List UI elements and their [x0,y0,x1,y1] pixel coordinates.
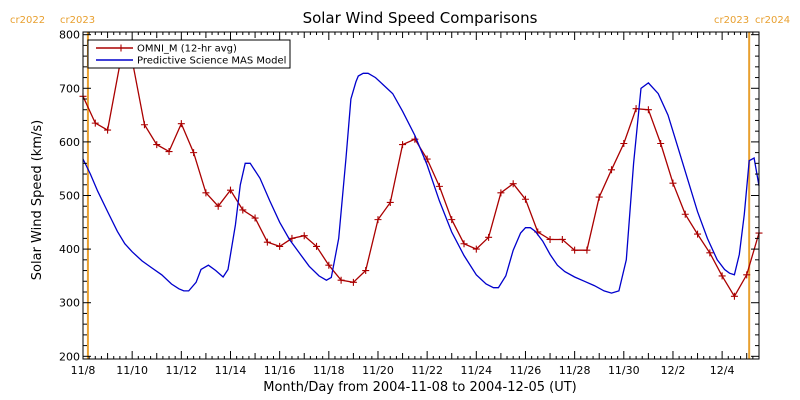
data-point-0-25 [386,198,394,206]
data-point-0-48 [669,179,677,187]
data-point-0-14 [251,214,259,222]
data-point-0-52 [718,272,726,280]
data-point-0-33 [485,233,493,241]
data-point-0-40 [571,246,579,254]
series-line-0 [82,59,760,298]
data-point-0-6 [153,141,161,149]
data-point-0-31 [460,240,468,248]
x-tick-label-7: 11/22 [411,364,443,377]
y-tick-label-0: 200 [59,350,80,363]
x-tick-label-4: 11/16 [264,364,296,377]
data-point-0-51 [706,249,714,257]
data-point-0-41 [583,246,591,254]
data-point-0-26 [399,141,407,149]
x-tick-label-1: 11/10 [116,364,148,377]
y-tick-label-3: 500 [59,190,80,203]
data-point-0-34 [497,189,505,197]
data-point-0-20 [325,261,333,269]
data-point-0-13 [239,206,247,214]
data-point-0-12 [226,186,234,194]
data-point-0-39 [558,235,566,243]
data-point-0-29 [435,182,443,190]
data-point-0-35 [509,180,517,188]
x-tick-label-10: 11/28 [559,364,591,377]
data-point-0-46 [644,106,652,114]
y-tick-label-6: 800 [59,29,80,42]
data-point-0-18 [300,232,308,240]
x-tick-label-3: 11/14 [215,364,247,377]
plot-area: 200 300 400 500 600 700 800 11/8 11/10 11/12 11/14… [59,29,763,377]
x-tick-label-6: 11/20 [362,364,394,377]
data-point-0-8 [177,120,185,128]
legend-marker-omni [117,44,125,52]
data-point-0-5 [140,121,148,129]
x-tick-label-8: 11/24 [460,364,492,377]
data-point-0-11 [214,202,222,210]
x-axis-label: Month/Day from 2004-11-08 to 2004-12-05 … [263,380,576,395]
data-point-0-44 [620,140,628,148]
x-tick-label-2: 11/12 [165,364,197,377]
carrington-label-left-1: cr2022 [10,15,45,26]
chart-title: Solar Wind Speed Comparisons [303,9,538,27]
y-axis-label: Solar Wind Speed (km/s) [30,120,45,280]
series-line-1 [82,72,760,294]
x-tick-label-0: 11/8 [71,364,96,377]
legend-label-omni: OMNI_M (12-hr avg) [137,44,237,55]
x-tick-label-9: 11/26 [510,364,542,377]
data-point-0-47 [657,140,665,148]
data-point-0-42 [595,193,603,201]
data-point-0-53 [730,292,738,300]
data-point-0-54 [743,271,751,279]
data-point-0-43 [608,166,616,174]
x-tick-label-13: 12/4 [710,364,735,377]
data-point-0-24 [374,216,382,224]
carrington-label-right-1: cr2023 [714,15,749,26]
data-point-0-2 [104,126,112,134]
y-tick-label-1: 300 [59,297,80,310]
y-tick-label-4: 600 [59,136,80,149]
data-point-0-49 [681,210,689,218]
data-point-0-9 [190,149,198,157]
data-point-0-15 [263,238,271,246]
y-tick-label-2: 400 [59,243,80,256]
data-point-0-50 [694,230,702,238]
carrington-label-left-2: cr2023 [60,15,95,26]
x-tick-label-5: 11/18 [313,364,345,377]
data-point-0-7 [165,148,173,156]
legend-label-mas: Predictive Science MAS Model [137,56,286,67]
legend-box [87,39,291,69]
data-point-0-23 [362,267,370,275]
data-point-0-19 [313,242,321,250]
data-point-0-36 [521,195,529,203]
data-point-0-30 [448,216,456,224]
data-point-0-21 [337,276,345,284]
x-tick-label-11: 11/30 [608,364,640,377]
data-point-0-22 [349,278,357,286]
data-point-0-38 [546,235,554,243]
data-point-0-32 [472,245,480,253]
x-tick-label-12: 12/2 [661,364,686,377]
plot-frame [82,31,760,360]
data-point-0-16 [276,242,284,250]
data-point-0-10 [202,189,210,197]
y-tick-label-5: 700 [59,82,80,95]
legend: OMNI_M (12-hr avg) Predictive Science MA… [87,39,291,69]
carrington-label-right-2: cr2024 [755,15,790,26]
data-point-0-1 [91,119,99,127]
